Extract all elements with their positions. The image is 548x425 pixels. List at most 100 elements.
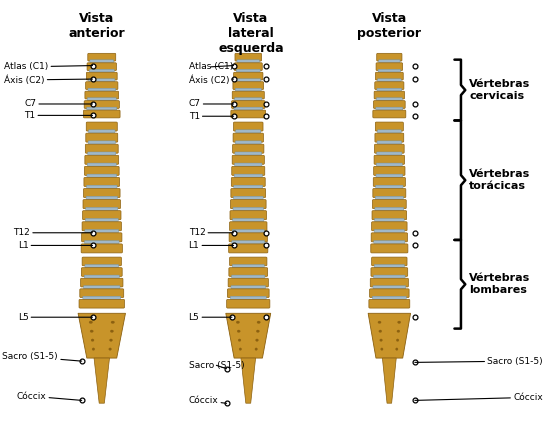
FancyBboxPatch shape [376,174,403,177]
FancyBboxPatch shape [235,63,262,71]
FancyBboxPatch shape [234,185,263,188]
FancyBboxPatch shape [233,82,264,90]
FancyBboxPatch shape [232,155,264,164]
FancyBboxPatch shape [83,211,121,220]
Ellipse shape [239,348,242,350]
Text: Áxis (C2): Áxis (C2) [4,75,93,85]
FancyBboxPatch shape [85,207,118,210]
Ellipse shape [89,321,93,323]
Text: Atlas (C1): Atlas (C1) [189,62,233,71]
FancyBboxPatch shape [81,244,122,253]
FancyBboxPatch shape [230,296,266,299]
FancyBboxPatch shape [374,241,405,244]
Text: Cóccix: Cóccix [415,393,543,402]
FancyBboxPatch shape [374,218,404,221]
Text: L5: L5 [189,313,232,322]
FancyBboxPatch shape [233,72,263,80]
FancyBboxPatch shape [230,200,266,209]
FancyBboxPatch shape [235,88,261,91]
FancyBboxPatch shape [236,69,260,72]
FancyBboxPatch shape [86,122,117,131]
FancyBboxPatch shape [228,278,269,287]
FancyBboxPatch shape [230,257,267,266]
FancyBboxPatch shape [372,211,407,220]
FancyBboxPatch shape [82,222,122,231]
FancyBboxPatch shape [232,230,264,232]
FancyBboxPatch shape [235,98,262,100]
FancyBboxPatch shape [229,244,268,253]
FancyBboxPatch shape [82,257,122,266]
FancyBboxPatch shape [230,211,266,220]
Ellipse shape [90,330,93,332]
FancyBboxPatch shape [373,200,406,209]
Text: Vértebras
cervicais: Vértebras cervicais [469,79,530,101]
FancyBboxPatch shape [234,107,262,110]
Text: L5: L5 [18,313,93,322]
FancyBboxPatch shape [235,141,261,144]
Ellipse shape [237,330,240,332]
Text: Vértebras
torácicas: Vértebras torácicas [469,169,530,191]
FancyBboxPatch shape [235,152,261,155]
Text: T12: T12 [13,228,93,237]
FancyBboxPatch shape [82,233,122,242]
FancyBboxPatch shape [83,189,120,198]
Polygon shape [94,358,110,403]
FancyBboxPatch shape [85,91,118,99]
FancyBboxPatch shape [231,286,266,289]
Ellipse shape [238,339,241,341]
Ellipse shape [111,321,115,323]
FancyBboxPatch shape [374,264,404,268]
FancyBboxPatch shape [83,200,121,209]
FancyBboxPatch shape [88,152,116,155]
FancyBboxPatch shape [375,72,403,80]
Ellipse shape [255,348,258,350]
Polygon shape [368,313,410,358]
Ellipse shape [92,348,95,350]
FancyBboxPatch shape [83,110,120,118]
FancyBboxPatch shape [85,218,118,221]
Text: Áxis (C2): Áxis (C2) [189,75,233,85]
FancyBboxPatch shape [377,88,402,91]
FancyBboxPatch shape [375,133,404,142]
FancyBboxPatch shape [237,60,260,62]
Polygon shape [241,358,255,403]
FancyBboxPatch shape [231,110,266,118]
FancyBboxPatch shape [375,196,403,199]
FancyBboxPatch shape [81,278,123,287]
FancyBboxPatch shape [373,189,406,198]
FancyBboxPatch shape [85,230,119,232]
FancyBboxPatch shape [232,166,265,176]
FancyBboxPatch shape [236,79,261,82]
FancyBboxPatch shape [89,79,115,82]
Ellipse shape [91,339,94,341]
Ellipse shape [255,339,259,341]
Ellipse shape [378,321,381,323]
FancyBboxPatch shape [374,101,405,108]
FancyBboxPatch shape [84,101,119,108]
FancyBboxPatch shape [86,196,117,199]
FancyBboxPatch shape [84,241,119,244]
Text: Vista
anterior: Vista anterior [68,12,124,40]
FancyBboxPatch shape [227,299,270,308]
FancyBboxPatch shape [232,275,265,278]
Text: Cóccix: Cóccix [189,396,226,405]
FancyBboxPatch shape [234,174,262,177]
FancyBboxPatch shape [84,178,119,187]
FancyBboxPatch shape [376,98,402,100]
FancyBboxPatch shape [87,63,117,71]
FancyBboxPatch shape [369,289,409,297]
FancyBboxPatch shape [233,196,263,199]
FancyBboxPatch shape [231,178,265,187]
Text: C7: C7 [24,99,93,108]
FancyBboxPatch shape [374,275,405,278]
Text: Sacro (S1-5): Sacro (S1-5) [415,357,543,366]
Text: Vista
posterior: Vista posterior [357,12,421,40]
Text: T1: T1 [189,112,233,121]
FancyBboxPatch shape [90,60,113,62]
FancyBboxPatch shape [87,163,116,166]
Ellipse shape [236,321,239,323]
FancyBboxPatch shape [373,286,406,289]
FancyBboxPatch shape [233,133,264,142]
FancyBboxPatch shape [232,91,264,99]
Text: C7: C7 [189,99,233,108]
